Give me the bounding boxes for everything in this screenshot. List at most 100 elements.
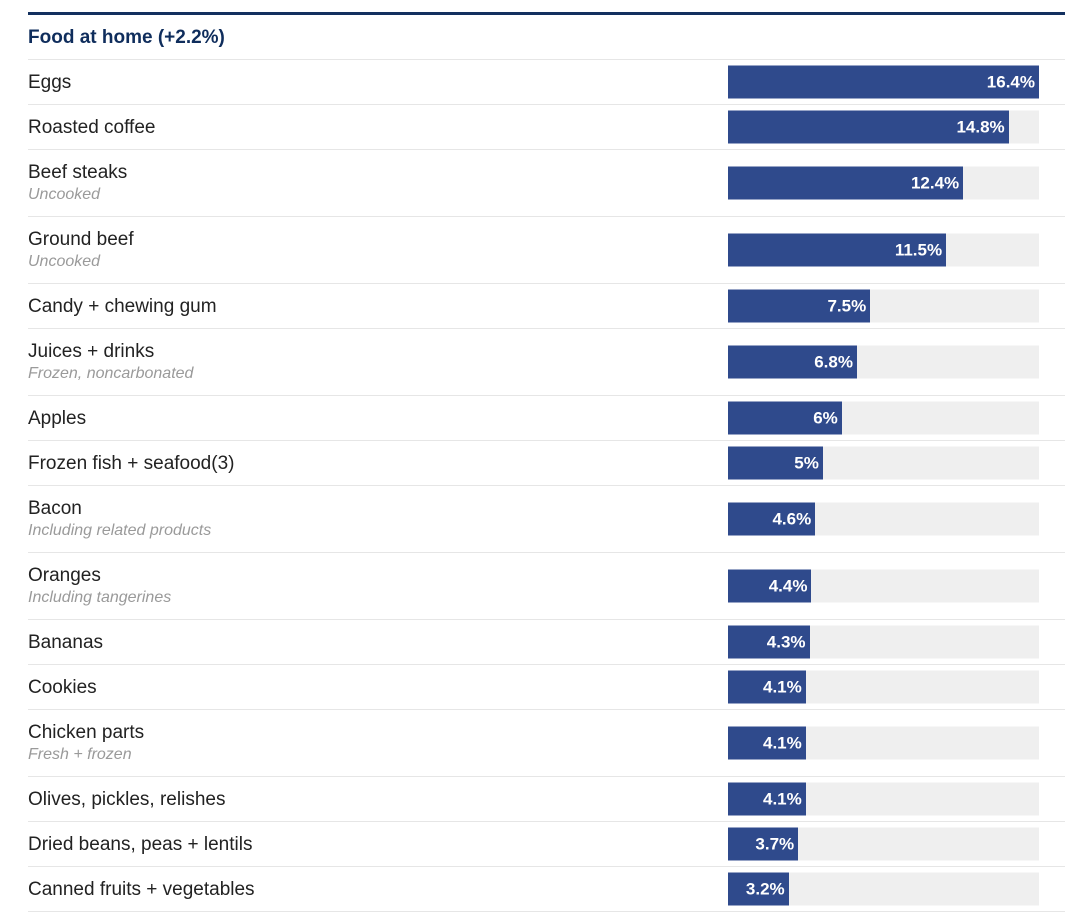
bar-value-label: 16.4% (986, 72, 1035, 91)
bar: 3.7% (728, 827, 799, 861)
row-label-block: Ground beef Uncooked (28, 217, 134, 283)
bar-track: 16.4% (728, 65, 1039, 99)
category-label: Olives, pickles, relishes (28, 788, 226, 810)
row-label-block: Chicken parts Fresh + frozen (28, 710, 144, 776)
bar: 4.3% (728, 625, 810, 659)
bar: 6% (728, 401, 842, 435)
category-label: Ground beef (28, 229, 134, 250)
bar-value-label: 4.1% (763, 789, 802, 808)
bar-value-label: 4.1% (763, 677, 802, 696)
bar-value-label: 7.5% (827, 296, 867, 315)
category-sublabel: Uncooked (28, 253, 101, 270)
bar-track: 6% (728, 401, 1039, 435)
chart-row: Frozen fish + seafood(3) 5% (28, 441, 1065, 486)
bar-value-label: 4.4% (768, 576, 808, 595)
chart-row: Cookies 4.1% (28, 665, 1065, 710)
bar-track: 3.2% (728, 872, 1039, 906)
bar: 5% (728, 446, 823, 480)
chart-row: Olives, pickles, relishes 4.1% (28, 777, 1065, 822)
chart-row: Oranges Including tangerines 4.4% (28, 553, 1065, 620)
row-label-block: Beef steaks Uncooked (28, 150, 127, 216)
bar-value-label: 14.8% (956, 117, 1005, 136)
bar-track: 3.7% (728, 827, 1039, 861)
bar-track: 5% (728, 446, 1039, 480)
category-label: Bacon (28, 498, 82, 519)
category-label: Bananas (28, 631, 104, 653)
bar-track: 11.5% (728, 233, 1039, 267)
chart-row: Dried beans, peas + lentils 3.7% (28, 822, 1065, 867)
category-label: Cookies (28, 676, 97, 698)
row-label-block: Bacon Including related products (28, 486, 211, 552)
category-label: Beef steaks (28, 162, 128, 183)
bar-value-label: 6.8% (814, 352, 853, 371)
bar-track: 4.1% (728, 782, 1039, 816)
bar-track: 4.1% (728, 670, 1039, 704)
chart-row: Chicken parts Fresh + frozen 4.1% (28, 710, 1065, 777)
chart-title: Food at home (+2.2%) (28, 27, 225, 48)
chart-row: Bananas 4.3% (28, 620, 1065, 665)
row-label-block: Bananas (28, 620, 103, 664)
bar: 4.4% (728, 569, 812, 603)
category-label: Oranges (28, 565, 101, 586)
row-label-block: Apples (28, 396, 86, 440)
category-label: Roasted coffee (28, 116, 156, 138)
bar-value-label: 3.7% (755, 834, 795, 853)
chart-row: Apples 6% (28, 396, 1065, 441)
chart-header: Food at home (+2.2%) (28, 15, 1065, 60)
bar: 4.6% (728, 502, 816, 536)
bar: 4.1% (728, 670, 806, 704)
chart-row: Canned fruits + vegetables 3.2% (28, 867, 1065, 912)
row-label-block: Candy + chewing gum (28, 284, 217, 328)
row-label-block: Juices + drinks Frozen, noncarbonated (28, 329, 193, 395)
row-label-block: Frozen fish + seafood(3) (28, 441, 234, 485)
chart-row: Eggs 16.4% (28, 60, 1065, 105)
bar: 6.8% (728, 345, 857, 379)
bar-value-label: 4.6% (772, 509, 812, 528)
row-label-block: Cookies (28, 665, 97, 709)
bar-value-label: 6% (813, 408, 838, 427)
chart-row: Roasted coffee 14.8% (28, 105, 1065, 150)
bar-track: 12.4% (728, 166, 1039, 200)
category-label: Juices + drinks (28, 341, 155, 362)
bar-track: 6.8% (728, 345, 1039, 379)
chart-row: Juices + drinks Frozen, noncarbonated 6.8% (28, 329, 1065, 396)
category-label: Candy + chewing gum (28, 295, 217, 317)
bar-chart: Food at home (+2.2%) Eggs 16.4% Roasted co… (28, 12, 1065, 912)
bar-track: 4.1% (728, 726, 1039, 760)
category-label: Dried beans, peas + lentils (28, 833, 253, 855)
bar-value-label: 3.2% (745, 879, 785, 898)
category-label: Eggs (28, 71, 72, 93)
bar-value-label: 12.4% (910, 173, 960, 192)
bar-value-label: 4.3% (766, 632, 806, 651)
row-label-block: Eggs (28, 60, 71, 104)
bar-value-label: 4.1% (763, 733, 802, 752)
category-sublabel: Including tangerines (28, 589, 172, 606)
category-sublabel: Frozen, noncarbonated (28, 365, 194, 382)
category-label: Chicken parts (28, 722, 145, 743)
chart-row: Bacon Including related products 4.6% (28, 486, 1065, 553)
row-label-block: Dried beans, peas + lentils (28, 822, 252, 866)
bar: 7.5% (728, 289, 871, 323)
bar-track: 14.8% (728, 110, 1039, 144)
chart-rows: Eggs 16.4% Roasted coffee 14.8% Beef steaks U… (28, 60, 1065, 912)
bar-track: 4.6% (728, 502, 1039, 536)
row-label-block: Canned fruits + vegetables (28, 867, 255, 911)
category-sublabel: Uncooked (28, 186, 101, 203)
chart-row: Ground beef Uncooked 11.5% (28, 217, 1065, 284)
bar: 4.1% (728, 726, 806, 760)
row-label-block: Roasted coffee (28, 105, 155, 149)
row-label-block: Olives, pickles, relishes (28, 777, 225, 821)
category-sublabel: Including related products (28, 522, 212, 539)
bar: 16.4% (728, 65, 1039, 99)
bar: 3.2% (728, 872, 789, 906)
chart-row: Candy + chewing gum 7.5% (28, 284, 1065, 329)
bar: 11.5% (728, 233, 947, 267)
bar-track: 4.4% (728, 569, 1039, 603)
bar: 4.1% (728, 782, 806, 816)
category-label: Frozen fish + seafood(3) (28, 452, 235, 474)
category-label: Apples (28, 407, 87, 429)
category-label: Canned fruits + vegetables (28, 878, 255, 900)
bar: 14.8% (728, 110, 1009, 144)
bar-value-label: 5% (794, 453, 819, 472)
bar-track: 4.3% (728, 625, 1039, 659)
